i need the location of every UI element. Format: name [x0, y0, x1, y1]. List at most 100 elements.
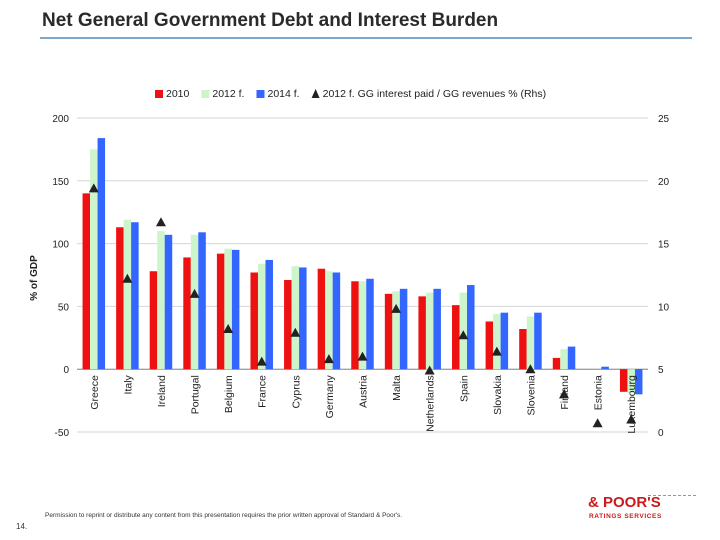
x-category-label: Netherlands: [425, 375, 437, 432]
bar-2010: [351, 281, 359, 370]
x-category-label: Ireland: [156, 375, 168, 407]
legend-label: 2012 f.: [212, 88, 244, 100]
x-category-label: Slovenia: [525, 375, 537, 415]
y-tick-label: 150: [52, 177, 69, 188]
interest-marker: [424, 365, 435, 375]
bar-2014-f-: [366, 278, 374, 370]
x-category-label: Estonia: [593, 375, 605, 410]
interest-marker: [592, 418, 603, 428]
bar-2014-f-: [131, 222, 139, 370]
bar-2014-f-: [231, 249, 240, 370]
y-tick-label: -50: [55, 428, 70, 439]
bar-2012-f-: [325, 271, 333, 370]
debt-chart: 2010 2012 f. 2014 f. 2012 f. GG interest pa…: [29, 88, 670, 439]
bar-2014-f-: [500, 312, 509, 370]
bar-2014-f-: [534, 312, 542, 370]
legend-swatch: [201, 90, 210, 98]
bar-2014-f-: [399, 288, 408, 370]
bar-2010: [552, 357, 561, 370]
x-category-label: Greece: [89, 375, 101, 410]
y-right-tick-label: 0: [658, 428, 664, 439]
bar-2010: [149, 271, 158, 370]
bar-2010: [384, 293, 393, 370]
y-tick-label: 200: [52, 114, 69, 125]
bar-2014-f-: [97, 138, 106, 370]
y-tick-label: 50: [58, 302, 70, 313]
x-axis-labels: Greece Italy Ireland Portugal Belgium France C…: [89, 374, 638, 433]
bar-2012-f-: [157, 231, 165, 370]
legend-label: 2010: [166, 88, 190, 100]
bar-2014-f-: [198, 232, 206, 370]
interest-marker: [122, 273, 133, 283]
page-number: 14.: [16, 522, 28, 531]
interest-marker: [357, 351, 368, 361]
x-category-label: France: [257, 375, 269, 408]
title-divider: [40, 37, 692, 39]
bar-2012-f-: [123, 219, 132, 370]
y-right-tick-label: 5: [658, 365, 664, 376]
interest-marker: [525, 364, 536, 374]
y-right-tick-label: 25: [658, 114, 670, 125]
interest-marker: [189, 288, 200, 298]
interest-marker: [559, 389, 570, 399]
bar-2010: [452, 305, 460, 370]
bar-2012-f-: [627, 369, 635, 394]
bar-2010: [485, 321, 494, 370]
y-right-tick-label: 15: [658, 240, 670, 251]
x-category-label: Cyprus: [290, 375, 302, 408]
bar-2012-f-: [224, 248, 232, 370]
bar-2010: [82, 193, 91, 370]
x-category-label: Germany: [324, 374, 336, 418]
bar-2012-f-: [257, 263, 266, 370]
bar-2014-f-: [164, 234, 173, 370]
bar-2010: [216, 253, 225, 370]
x-category-label: Luxembourg: [626, 375, 638, 434]
bar-2012-f-: [90, 149, 98, 370]
bar-2010: [250, 272, 258, 370]
interest-marker: [391, 303, 402, 313]
logo-dashed-line: [648, 495, 696, 496]
x-category-label: Italy: [122, 374, 134, 394]
x-category-label: Spain: [458, 375, 470, 402]
bar-2012-f-: [392, 291, 400, 370]
interest-marker: [458, 330, 469, 340]
y-axis-label: % of GDP: [29, 255, 40, 301]
bar-2014-f-: [265, 259, 273, 370]
legend-label: 2014 f.: [267, 88, 299, 100]
x-category-label: Finland: [559, 375, 571, 410]
y-right-tick-label: 20: [658, 177, 670, 188]
legend-swatch: [155, 90, 163, 98]
bar-2010: [619, 369, 628, 392]
y-right-tick-label: 10: [658, 302, 670, 313]
interest-marker: [626, 414, 637, 424]
interest-marker: [256, 356, 267, 366]
chart-bars: [82, 138, 643, 395]
bar-2010: [519, 329, 527, 370]
bar-2014-f-: [634, 369, 643, 395]
chart-markers: [88, 183, 637, 428]
logo-top-text: & POOR'S: [588, 494, 661, 511]
chart-legend: 2010 2012 f. 2014 f. 2012 f. GG interest pa…: [155, 88, 546, 100]
bar-2010: [116, 227, 124, 370]
copyright-note: Permission to reprint or distribute any …: [45, 512, 403, 519]
bar-2014-f-: [332, 272, 341, 370]
y-tick-label: 100: [52, 240, 69, 251]
bar-2010: [183, 257, 191, 370]
legend-label: 2012 f. GG interest paid / GG revenues %…: [323, 88, 547, 100]
x-category-label: Slovakia: [492, 375, 504, 415]
sp-logo: & POOR'S RATINGS SERVICES: [588, 494, 698, 526]
logo-bottom-text: RATINGS SERVICES: [589, 513, 662, 520]
bar-2014-f-: [467, 285, 475, 370]
interest-marker: [88, 183, 99, 193]
interest-marker: [290, 327, 301, 337]
interest-marker: [223, 324, 234, 334]
bar-2010: [418, 296, 426, 370]
interest-marker: [323, 354, 334, 364]
legend-swatch: [256, 90, 265, 98]
x-category-label: Portugal: [190, 375, 202, 414]
page-title: Net General Government Debt and Interest…: [42, 10, 499, 31]
y-axis-left-ticks: -50 0 50 100 150 200: [52, 114, 69, 439]
x-category-label: Austria: [358, 375, 370, 408]
bar-2012-f-: [526, 316, 535, 370]
x-category-label: Malta: [391, 375, 403, 401]
